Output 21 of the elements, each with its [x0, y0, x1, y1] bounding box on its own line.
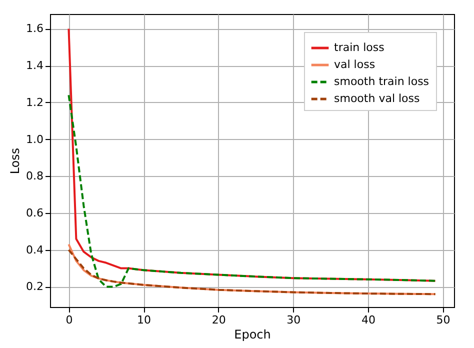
x-tick-label: 20 [212, 314, 226, 326]
x-tick-label: 30 [286, 314, 301, 326]
y-tick-label: 0.4 [26, 243, 44, 256]
x-tick-label: 10 [137, 314, 152, 326]
y-tick-label: 1.0 [26, 132, 44, 146]
y-tick-label: 1.6 [26, 22, 44, 36]
x-tick-label: 50 [436, 314, 450, 326]
y-tick-label: 0.6 [26, 206, 44, 220]
y-tick-label: 0.8 [26, 170, 44, 183]
legend-label: val loss [334, 58, 376, 71]
y-axis-title: Loss [8, 148, 22, 174]
y-tick-label: 0.2 [26, 280, 44, 294]
x-tick-label: 40 [361, 314, 376, 326]
x-axis-title: Epoch [234, 328, 271, 342]
y-tick-label: 1.4 [26, 59, 44, 72]
legend-label: train loss [334, 41, 385, 54]
y-tick-label: 1.2 [26, 96, 44, 109]
legend-label: smooth train loss [334, 75, 430, 88]
line-series [68, 94, 436, 288]
legend-label: smooth val loss [334, 92, 420, 105]
x-tick-label: 0 [66, 314, 73, 326]
